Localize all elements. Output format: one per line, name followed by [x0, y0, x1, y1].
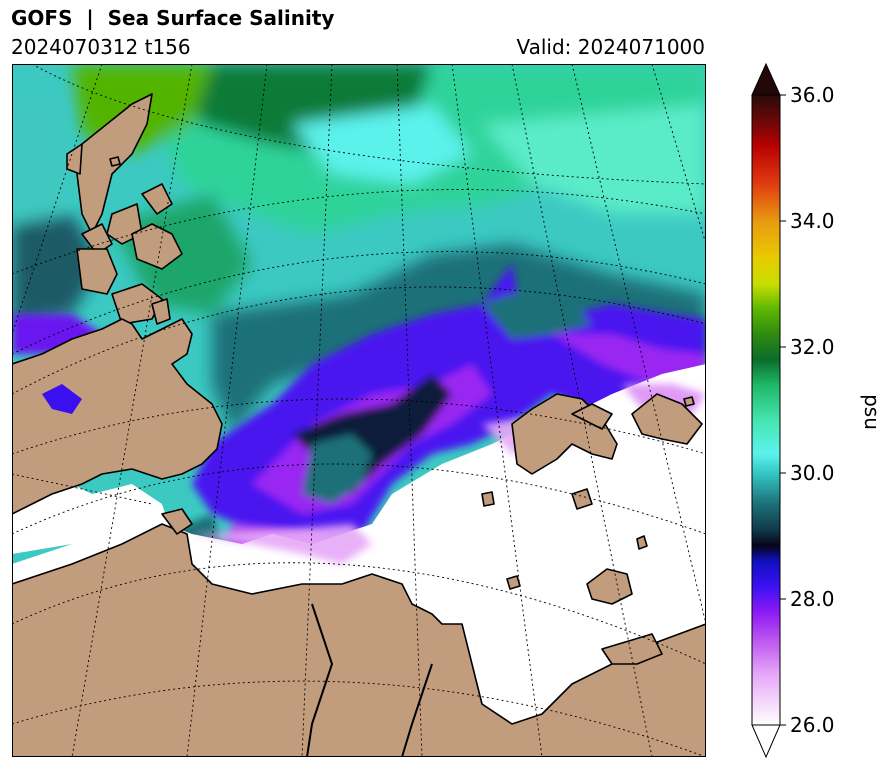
graticule	[12, 64, 706, 757]
colorbar-tick-label: 28.0	[790, 587, 835, 611]
colorbar-tick-label: 32.0	[790, 335, 835, 359]
salinity-map	[12, 64, 706, 757]
colorbar-tick-label: 34.0	[790, 209, 835, 233]
model-run-label: 2024070312 t156	[11, 35, 191, 59]
land-masses	[12, 93, 706, 757]
colorbar-unit-label: psu	[860, 394, 883, 430]
map-frame	[12, 64, 706, 757]
colorbar-tick-label: 30.0	[790, 461, 835, 485]
colorbar-under-triangle	[751, 724, 781, 759]
colorbar-gradient	[751, 94, 781, 726]
colorbar: 26.0 28.0 30.0 32.0 34.0 36.0 psu	[751, 62, 883, 759]
colorbar-tick-label: 26.0	[790, 713, 835, 737]
map-title: GOFS | Sea Surface Salinity	[11, 6, 335, 30]
colorbar-over-triangle	[751, 62, 781, 96]
valid-time-label: Valid: 2024071000	[516, 35, 705, 59]
rivers	[306, 603, 433, 757]
colorbar-tick-label: 36.0	[790, 83, 835, 107]
